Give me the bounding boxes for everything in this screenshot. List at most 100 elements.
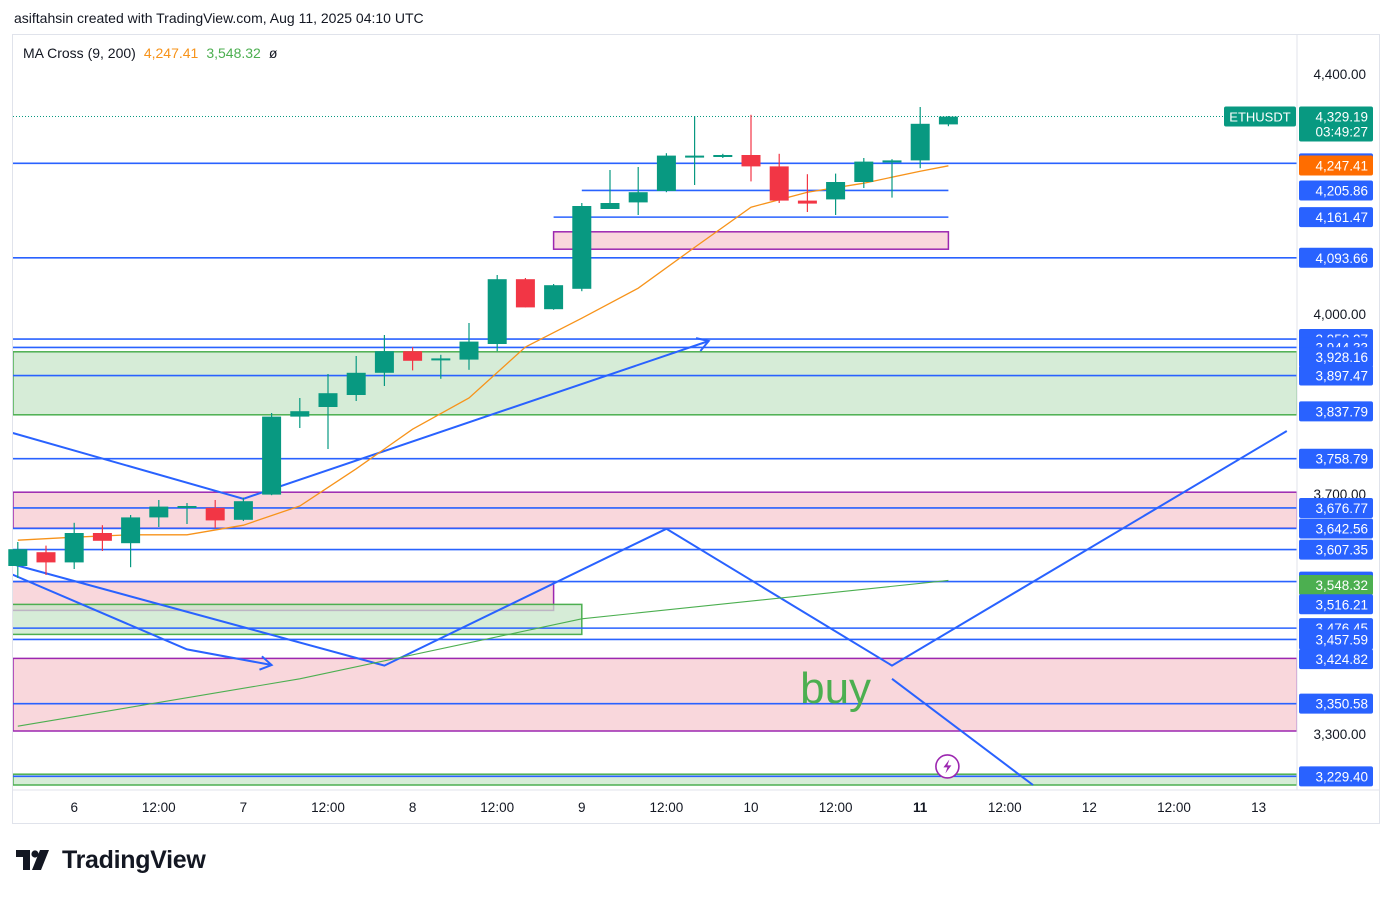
x-tick-label: 12	[1082, 800, 1097, 815]
countdown-label: 03:49:27	[1315, 124, 1368, 139]
candle-body	[572, 206, 592, 289]
x-tick-label: 12:00	[650, 800, 684, 815]
x-tick-label: 11	[913, 800, 928, 815]
x-tick-label: 12:00	[480, 800, 514, 815]
brand-footer: TradingView	[16, 846, 206, 875]
candle-body	[515, 279, 535, 308]
arrow-head	[695, 337, 711, 352]
y-tick-label: 4,000.00	[1313, 307, 1366, 322]
price-badge	[1299, 575, 1373, 596]
tradingview-logo-icon	[16, 849, 49, 870]
attribution-header: asiftahsin created with TradingView.com,…	[14, 10, 424, 26]
x-tick-label: 10	[743, 800, 758, 815]
x-tick-label: 9	[578, 800, 586, 815]
x-tick-label: 7	[240, 800, 248, 815]
candle-body	[8, 549, 28, 566]
candle-body	[346, 372, 366, 395]
zone-green	[13, 603, 583, 636]
price-chart[interactable]: buy 6 12:00 7 12:00 8 12:00 9 12:00 10 12:00 11 12:0…	[0, 0, 1392, 830]
price-badge	[1299, 594, 1373, 615]
price-badge	[1299, 365, 1373, 386]
candle-body	[459, 341, 479, 360]
candle-body	[854, 161, 874, 182]
zone-pink	[552, 231, 950, 250]
candle-body	[826, 182, 846, 200]
ma-line	[17, 579, 949, 727]
candle-body	[769, 166, 789, 201]
candle-body	[177, 506, 197, 508]
x-tick-label: 6	[70, 800, 78, 815]
indicator-legend[interactable]: MA Cross (9, 200) 4,247.41 3,548.32 ø	[23, 45, 277, 61]
x-tick-label: 12:00	[988, 800, 1022, 815]
x-tick-label: 12:00	[819, 800, 853, 815]
candle-body	[121, 517, 141, 544]
price-badge	[1299, 155, 1373, 176]
candle-body	[36, 552, 56, 563]
candle-body	[205, 507, 225, 521]
trend-path-line	[891, 678, 1034, 786]
candle-body	[64, 533, 84, 563]
price-badge-label: 4,247.41	[1315, 159, 1368, 174]
price-badge-label: 3,350.58	[1315, 697, 1368, 712]
x-tick-label: 13	[1251, 800, 1266, 815]
candle-body	[290, 411, 310, 417]
x-tick-label: 12:00	[1157, 800, 1191, 815]
symbol-badge	[1224, 106, 1296, 127]
price-badge	[1299, 629, 1373, 650]
price-badge-label: 3,424.82	[1315, 652, 1368, 667]
last-price-label: 4,329.19	[1315, 109, 1368, 124]
price-badge-label: 3,516.21	[1315, 597, 1368, 612]
price-badge	[1299, 401, 1373, 422]
ma-fast-value: 4,247.41	[143, 45, 199, 61]
price-badge	[1299, 497, 1373, 518]
candle-body	[318, 393, 338, 407]
candle-body	[938, 116, 958, 125]
price-badge-label: 4,205.86	[1315, 183, 1368, 198]
price-badge-label: 3,676.77	[1315, 501, 1368, 516]
chart-panel[interactable]	[12, 34, 1380, 824]
candle-body	[685, 155, 705, 158]
price-badge	[1299, 180, 1373, 201]
candle-body	[797, 200, 817, 204]
brand-name: TradingView	[62, 846, 206, 874]
price-badge-label: 4,093.66	[1315, 251, 1368, 266]
candle-body	[403, 351, 423, 361]
price-badge	[1299, 693, 1373, 714]
price-badge-label: 3,548.32	[1315, 578, 1368, 593]
y-tick-label: 3,300.00	[1313, 727, 1366, 742]
price-badge-label: 3,607.35	[1315, 543, 1368, 558]
price-badge-label: 3,758.79	[1315, 452, 1368, 467]
price-badge-label: 4,161.47	[1315, 210, 1368, 225]
candle-body	[713, 155, 733, 157]
x-tick-label: 12:00	[311, 800, 345, 815]
trend-path-line	[13, 573, 272, 666]
price-badge-label: 3,928.16	[1315, 350, 1368, 365]
candle-body	[431, 358, 451, 361]
price-badge	[1299, 448, 1373, 469]
price-badge	[1299, 649, 1373, 670]
candle-body	[149, 506, 169, 518]
visibility-eye-icon[interactable]: ø	[268, 45, 278, 61]
price-badge	[1299, 207, 1373, 228]
price-badge	[1299, 347, 1373, 368]
candle-body	[262, 416, 282, 495]
price-badge	[1299, 518, 1373, 539]
last-price-badge	[1299, 106, 1373, 142]
arrow-head	[259, 655, 274, 671]
candle-body	[374, 351, 394, 373]
zone-green	[13, 773, 1297, 786]
candle-body	[656, 155, 676, 191]
x-tick-label: 12:00	[142, 800, 176, 815]
price-badge	[1299, 766, 1373, 787]
candle-body	[600, 203, 620, 209]
price-badge	[1299, 539, 1373, 560]
price-badge	[1299, 247, 1373, 268]
candle-body	[628, 192, 648, 203]
price-badge-label: 3,229.40	[1315, 769, 1368, 784]
price-badge-label: 3,457.59	[1315, 632, 1368, 647]
price-badge-label: 3,642.56	[1315, 521, 1368, 536]
ma-line	[17, 165, 949, 541]
candle-body	[910, 123, 930, 161]
buy-annotation: buy	[800, 664, 871, 713]
candle-body	[92, 533, 112, 541]
